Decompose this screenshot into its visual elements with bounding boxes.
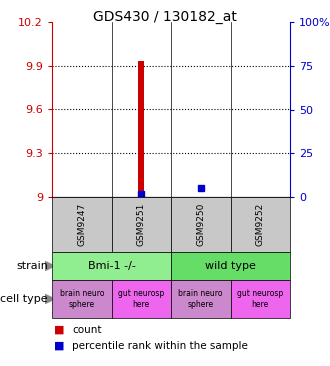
Text: Bmi-1 -/-: Bmi-1 -/- [87, 261, 135, 271]
Text: wild type: wild type [205, 261, 256, 271]
Text: ■: ■ [54, 325, 64, 335]
Text: GSM9247: GSM9247 [77, 203, 86, 246]
Text: GSM9252: GSM9252 [256, 203, 265, 246]
Text: ■: ■ [54, 341, 64, 351]
Polygon shape [45, 294, 56, 305]
Text: GSM9251: GSM9251 [137, 203, 146, 246]
Text: gut neurosp
here: gut neurosp here [237, 289, 283, 309]
Text: GSM9250: GSM9250 [196, 203, 205, 246]
Text: GDS430 / 130182_at: GDS430 / 130182_at [93, 10, 237, 24]
Text: brain neuro
sphere: brain neuro sphere [179, 289, 223, 309]
Text: brain neuro
sphere: brain neuro sphere [59, 289, 104, 309]
Bar [138, 61, 144, 197]
Polygon shape [45, 261, 56, 272]
Text: count: count [72, 325, 102, 335]
Text: percentile rank within the sample: percentile rank within the sample [72, 341, 248, 351]
Text: gut neurosp
here: gut neurosp here [118, 289, 164, 309]
Text: strain: strain [16, 261, 48, 271]
Text: cell type: cell type [0, 294, 48, 304]
